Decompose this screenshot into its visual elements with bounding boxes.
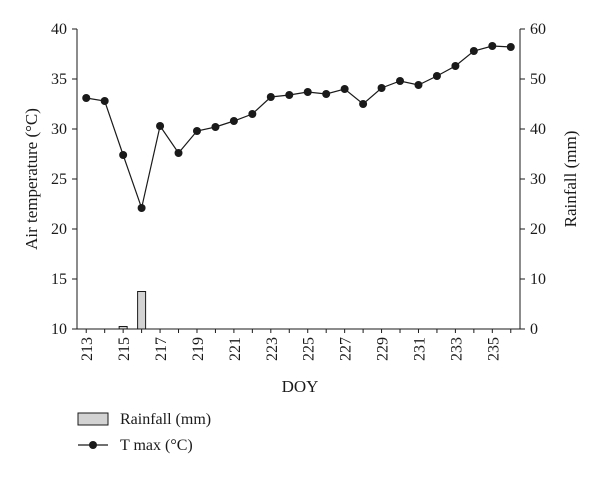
x-tick-label: 235 (485, 337, 502, 361)
y-left-tick-label: 25 (51, 171, 67, 188)
axes: 10 15 20 25 30 35 40 0 10 20 30 40 50 60 213 215 217 219 2… (51, 21, 546, 361)
tmax-point (303, 88, 312, 96)
y-right-tick-label: 40 (530, 121, 546, 138)
y-right-tick-label: 20 (530, 221, 546, 238)
tmax-point (396, 77, 405, 85)
legend-tmax-label: T max (°C) (120, 437, 193, 454)
tmax-point (82, 94, 91, 102)
tmax-point (469, 47, 478, 55)
y-right-tick-label: 30 (530, 171, 546, 188)
tmax-point (506, 43, 515, 51)
x-tick-label: 219 (190, 337, 207, 361)
x-axis-title: DOY (282, 377, 319, 396)
tmax-point (322, 90, 331, 98)
x-tick-label: 215 (116, 337, 133, 361)
y-right-tick-label: 10 (530, 271, 546, 288)
x-tick-label: 213 (79, 337, 96, 361)
y-right-tick-label: 50 (530, 71, 546, 88)
tmax-point (285, 91, 294, 99)
tmax-point (192, 127, 201, 135)
y-left-tick-label: 10 (51, 321, 67, 338)
x-tick-label: 223 (264, 337, 281, 361)
tmax-point (156, 122, 165, 130)
legend: Rainfall (mm) T max (°C) (77, 411, 211, 454)
x-tick-label: 221 (227, 337, 244, 361)
legend-tmax-marker (89, 441, 97, 449)
tmax-point (340, 85, 349, 93)
legend-rainfall-swatch (77, 412, 109, 426)
tmax-point (137, 204, 146, 212)
tmax-point (377, 84, 386, 92)
y-left-tick-label: 40 (51, 21, 67, 38)
y-right-tick-label: 0 (530, 321, 538, 338)
x-tick-label: 231 (411, 337, 428, 361)
tmax-line (86, 45, 511, 211)
x-tick-label: 217 (153, 337, 170, 361)
tmax-point (414, 81, 423, 89)
tmax-point (174, 149, 183, 157)
y-left-tick-label: 15 (51, 271, 67, 288)
tmax-point (229, 117, 238, 125)
x-tick-label: 229 (375, 337, 392, 361)
tmax-point (488, 42, 497, 50)
x-tick-label: 233 (448, 337, 465, 361)
y-left-tick-label: 35 (51, 71, 67, 88)
x-tick-label: 225 (301, 337, 318, 361)
tmax-point (248, 110, 257, 118)
tmax-point (451, 62, 460, 70)
tmax-point (100, 97, 109, 105)
rainfall-bar (137, 291, 147, 330)
y-left-axis-title: Air temperature (°C) (22, 108, 41, 250)
plot-area (82, 42, 515, 330)
y-right-axis-title: Rainfall (mm) (561, 131, 580, 228)
tmax-point (266, 93, 275, 101)
y-right-tick-label: 60 (530, 21, 546, 38)
tmax-point (432, 72, 441, 80)
legend-rainfall-label: Rainfall (mm) (120, 411, 211, 428)
tmax-point (211, 123, 220, 131)
tmax-point (119, 151, 128, 159)
y-left-tick-label: 20 (51, 221, 67, 238)
tmax-point (359, 100, 368, 108)
x-tick-label: 227 (338, 337, 355, 361)
y-left-tick-label: 30 (51, 121, 67, 138)
